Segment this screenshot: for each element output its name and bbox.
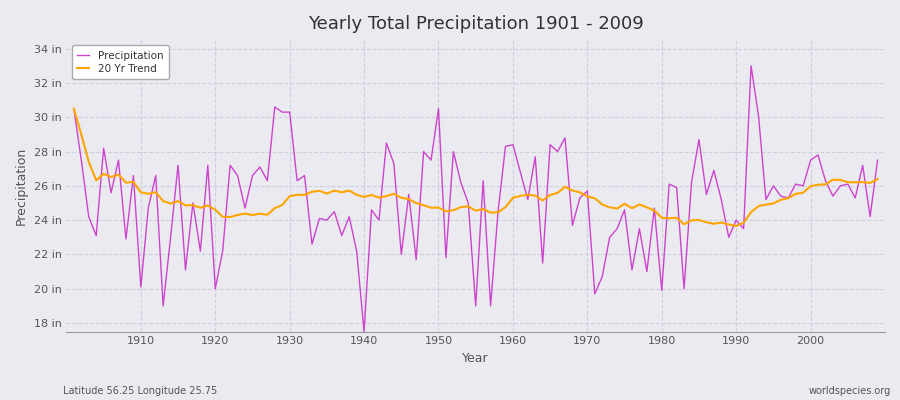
Title: Yearly Total Precipitation 1901 - 2009: Yearly Total Precipitation 1901 - 2009 <box>308 15 644 33</box>
20 Yr Trend <box>731 224 742 228</box>
X-axis label: Year: Year <box>463 352 489 365</box>
20 Yr Trend <box>500 205 511 210</box>
Text: Latitude 56.25 Longitude 25.75: Latitude 56.25 Longitude 25.75 <box>63 386 217 396</box>
Precipitation <box>128 173 139 178</box>
Precipitation <box>359 329 370 334</box>
Precipitation <box>515 170 526 174</box>
Precipitation <box>745 64 756 68</box>
20 Yr Trend <box>872 177 883 182</box>
20 Yr Trend <box>128 180 139 184</box>
Line: 20 Yr Trend: 20 Yr Trend <box>74 109 878 226</box>
Precipitation <box>68 106 79 111</box>
Y-axis label: Precipitation: Precipitation <box>15 147 28 225</box>
20 Yr Trend <box>292 192 302 197</box>
Precipitation <box>604 235 615 240</box>
Line: Precipitation: Precipitation <box>74 66 878 332</box>
Precipitation <box>337 233 347 238</box>
20 Yr Trend <box>337 190 347 195</box>
Precipitation <box>872 158 883 162</box>
20 Yr Trend <box>68 106 79 111</box>
Legend: Precipitation, 20 Yr Trend: Precipitation, 20 Yr Trend <box>72 45 168 79</box>
Text: worldspecies.org: worldspecies.org <box>809 386 891 396</box>
20 Yr Trend <box>597 202 608 207</box>
20 Yr Trend <box>508 195 518 200</box>
Precipitation <box>292 178 302 183</box>
Precipitation <box>508 142 518 147</box>
